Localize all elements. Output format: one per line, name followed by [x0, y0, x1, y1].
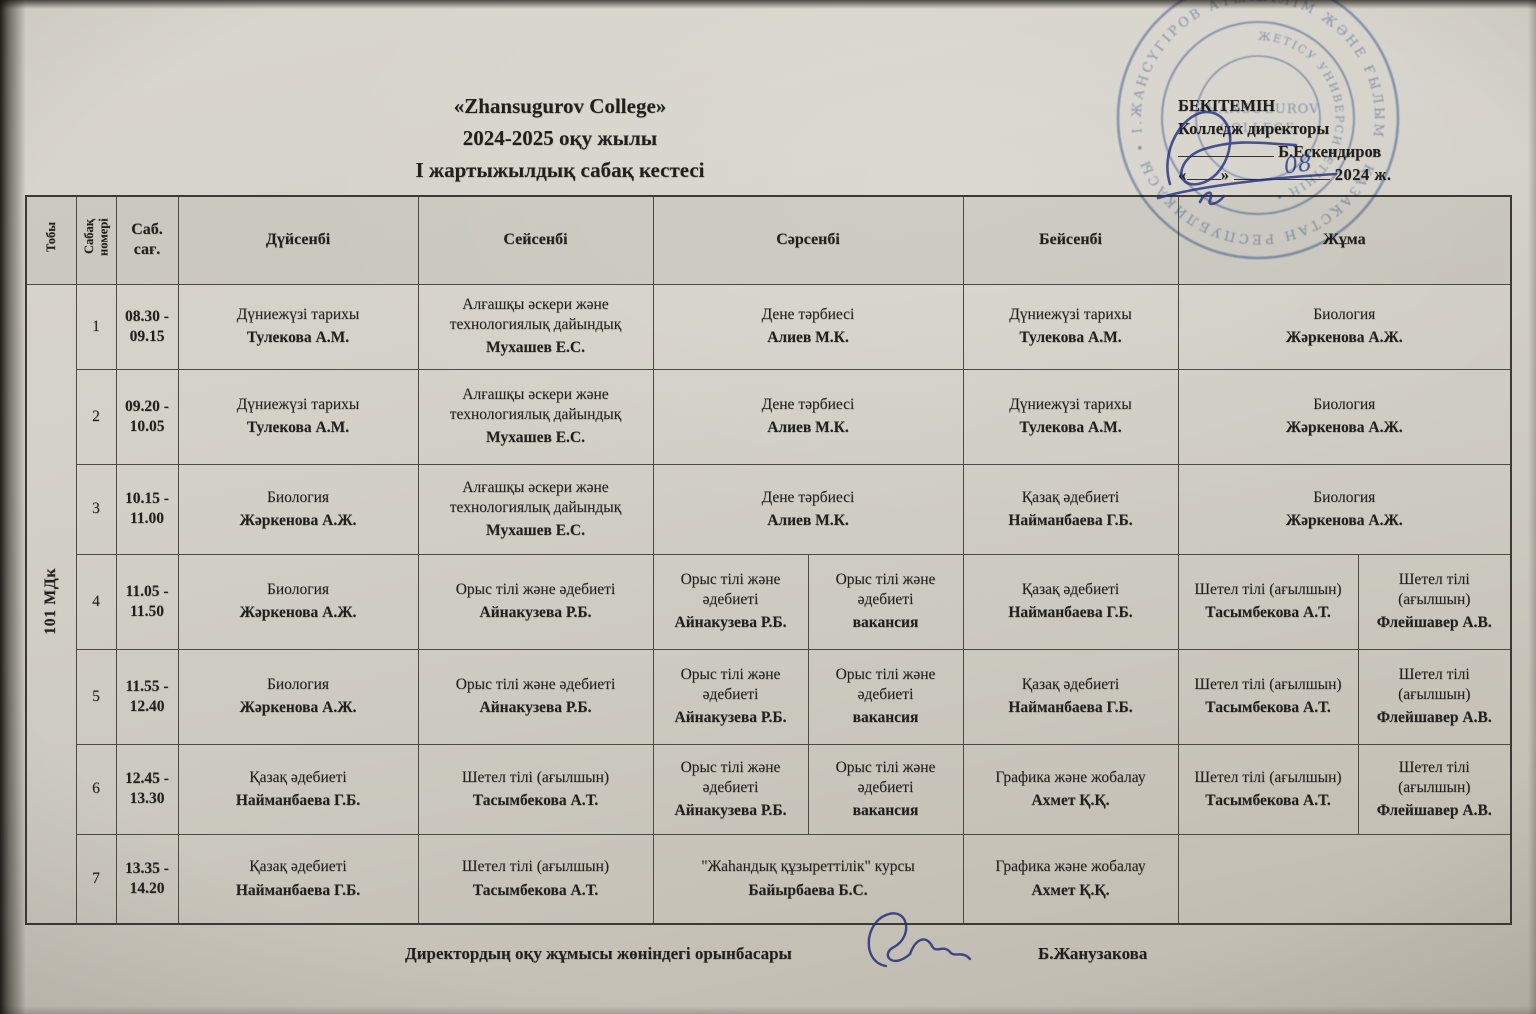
lesson-time: 09.20 - 10.05 — [115, 368, 179, 465]
cell-friday-a: Шетел тілі (ағылшын) Тасымбекова А.Т. — [1177, 648, 1359, 745]
cell-tuesday: Шетел тілі (ағылшын) Тасымбекова А.Т. — [417, 833, 654, 925]
cell-friday-b: Шетел тілі (ағылшын) Флейшавер А.В. — [1357, 553, 1512, 650]
approval-date-line: « » 2024 ж. — [1178, 163, 1478, 186]
cell-friday: Биология Жәркенова А.Ж. — [1177, 463, 1512, 555]
cell-thursday: Графика және жобалау Ахмет Қ.Қ. — [962, 833, 1179, 925]
cell-wednesday-b: Орыс тілі және әдебиеті вакансия — [807, 648, 964, 745]
cell-monday: Биология Жәркенова А.Ж. — [177, 463, 419, 555]
month-blank — [1234, 165, 1331, 180]
cell-tuesday: Орыс тілі және әдебиеті Айнакузева Р.Б. — [417, 553, 654, 650]
cell-wednesday-a: Орыс тілі және әдебиеті Айнакузева Р.Б. — [652, 743, 809, 835]
cell-wednesday-a: Орыс тілі және әдебиеті Айнакузева Р.Б. — [652, 648, 809, 745]
cell-monday: Биология Жәркенова А.Ж. — [177, 553, 419, 650]
deputy-role: Директордың оқу жұмысы жөніндегі орынбас… — [405, 944, 792, 963]
day-blank — [1186, 165, 1221, 180]
lesson-time: 12.45 - 13.30 — [115, 743, 179, 835]
header-time: Саб. сағ. — [115, 195, 179, 285]
cell-wednesday: Дене тәрбиесі Алиев М.К. — [652, 283, 964, 370]
cell-thursday: Дүниежүзі тарихы Тулекова А.М. — [962, 283, 1179, 370]
lesson-time: 10.15 - 11.00 — [115, 463, 179, 555]
group-label: 101 МДк — [42, 567, 60, 635]
lesson-number: 1 — [75, 283, 117, 370]
header-monday: Дүйсенбі — [177, 195, 419, 285]
header-tuesday: Сейсенбі — [417, 195, 654, 285]
header-lesson-number: Сабақ номері — [75, 195, 117, 285]
lesson-number: 7 — [75, 833, 117, 925]
lesson-number: 4 — [75, 553, 117, 650]
lesson-number: 2 — [75, 368, 117, 465]
cell-thursday: Қазақ әдебиеті Найманбаева Г.Б. — [962, 463, 1179, 555]
quote-close: » — [1220, 165, 1230, 184]
lesson-time: 08.30 - 09.15 — [115, 283, 179, 370]
title-line-college: «Zhansugurov College» — [453, 94, 667, 118]
header-group: Тобы — [25, 195, 77, 285]
header-row: Тобы Сабақ номері Саб. сағ. Дүйсенбі Сей… — [25, 195, 1512, 285]
lesson-row-1: 101 МДк 1 08.30 - 09.15 Дүниежүзі тарихы… — [25, 283, 1512, 925]
cell-tuesday: Шетел тілі (ағылшын) Тасымбекова А.Т. — [417, 743, 654, 835]
approval-signature-line: Б.Ескендиров — [1178, 140, 1478, 163]
cell-friday: Биология Жәркенова А.Ж. — [1177, 283, 1512, 370]
lesson-number: 3 — [75, 463, 117, 555]
header-wednesday: Сәрсенбі — [652, 195, 964, 285]
cell-wednesday-a: Орыс тілі және әдебиеті Айнакузева Р.Б. — [652, 553, 809, 650]
lesson-time: 11.05 - 11.50 — [115, 553, 179, 650]
title-line-semester: I жартыжылдық сабақ кестесі — [415, 158, 705, 182]
handwritten-month: 08 — [1282, 151, 1314, 180]
cell-wednesday-b: Орыс тілі және әдебиеті вакансия — [807, 553, 964, 650]
approval-heading: БЕКІТЕМІН — [1178, 96, 1276, 115]
cell-wednesday: "Жаһандық құзыреттілік" курсы Байырбаева … — [652, 833, 964, 925]
cell-friday: Биология Жәркенова А.Ж. — [1177, 368, 1512, 465]
approval-block: БЕКІТЕМІН Колледж директоры Б.Ескендиров… — [1178, 94, 1478, 186]
lesson-time: 13.35 - 14.20 — [115, 833, 179, 925]
lesson-row-2: 2 09.20 - 10.05 Дүниежүзі тарихы Тулекова… — [26, 368, 1512, 465]
cell-monday: Дүниежүзі тарихы Тулекова А.М. — [177, 368, 419, 465]
signature-blank — [1178, 142, 1274, 157]
cell-thursday: Графика және жобалау Ахмет Қ.Қ. — [962, 743, 1179, 835]
lesson-number: 6 — [75, 743, 117, 835]
cell-monday: Қазақ әдебиеті Найманбаева Г.Б. — [177, 743, 419, 835]
lesson-row-4: 4 11.05 - 11.50 Биология Жәркенова А.Ж. О… — [26, 553, 1512, 650]
schedule-table: Тобы Сабақ номері Саб. сағ. Дүйсенбі Сей… — [25, 195, 1513, 926]
lesson-number: 5 — [75, 648, 117, 745]
lesson-row-3: 3 10.15 - 11.00 Биология Жәркенова А.Ж. А… — [26, 463, 1512, 555]
cell-thursday: Дүниежүзі тарихы Тулекова А.М. — [962, 368, 1179, 465]
cell-monday: Дүниежүзі тарихы Тулекова А.М. — [177, 283, 419, 370]
lesson-row-5: 5 11.55 - 12.40 Биология Жәркенова А.Ж. О… — [26, 648, 1512, 745]
title-line-year: 2024-2025 оқу жылы — [462, 126, 658, 150]
cell-thursday: Қазақ әдебиеті Найманбаева Г.Б. — [962, 648, 1179, 745]
cell-tuesday: Алғашқы әскери және технологиялық дайынд… — [417, 368, 654, 465]
cell-friday-a: Шетел тілі (ағылшын) Тасымбекова А.Т. — [1177, 553, 1359, 650]
cell-tuesday: Алғашқы әскери және технологиялық дайынд… — [417, 463, 654, 555]
cell-wednesday-b: Орыс тілі және әдебиеті вакансия — [807, 743, 964, 835]
cell-friday-b: Шетел тілі (ағылшын) Флейшавер А.В. — [1357, 743, 1512, 835]
lesson-row-6: 6 12.45 - 13.30 Қазақ әдебиеті Найманбаев… — [26, 743, 1512, 835]
cell-wednesday: Дене тәрбиесі Алиев М.К. — [652, 463, 964, 555]
approval-role: Колледж директоры — [1178, 119, 1330, 138]
cell-thursday: Қазақ әдебиеті Найманбаева Г.Б. — [962, 553, 1179, 650]
cell-tuesday: Орыс тілі және әдебиеті Айнакузева Р.Б. — [417, 648, 654, 745]
cell-friday-b: Шетел тілі (ағылшын) Флейшавер А.В. — [1357, 648, 1512, 745]
quote-open: « — [1178, 165, 1187, 184]
lesson-time: 11.55 - 12.40 — [115, 648, 179, 745]
header-thursday: Бейсенбі — [962, 195, 1179, 285]
cell-monday: Қазақ әдебиеті Найманбаева Г.Б. — [177, 833, 419, 925]
group-label-cell: 101 МДк — [25, 283, 77, 925]
approval-year: 2024 ж. — [1334, 165, 1392, 184]
page-title: «Zhansugurov College» 2024-2025 оқу жылы… — [330, 90, 790, 186]
header-friday: Жұма — [1177, 195, 1512, 285]
cell-tuesday: Алғашқы әскери және технологиялық дайынд… — [417, 283, 654, 370]
deputy-name: Б.Жанузакова — [1038, 944, 1148, 963]
lesson-row-7: 7 13.35 - 14.20 Қазақ әдебиеті Найманбаев… — [26, 833, 1512, 925]
cell-friday-a: Шетел тілі (ағылшын) Тасымбекова А.Т. — [1177, 743, 1359, 835]
cell-monday: Биология Жәркенова А.Ж. — [177, 648, 419, 745]
cell-wednesday: Дене тәрбиесі Алиев М.К. — [652, 368, 964, 465]
cell-friday-empty — [1177, 833, 1512, 925]
